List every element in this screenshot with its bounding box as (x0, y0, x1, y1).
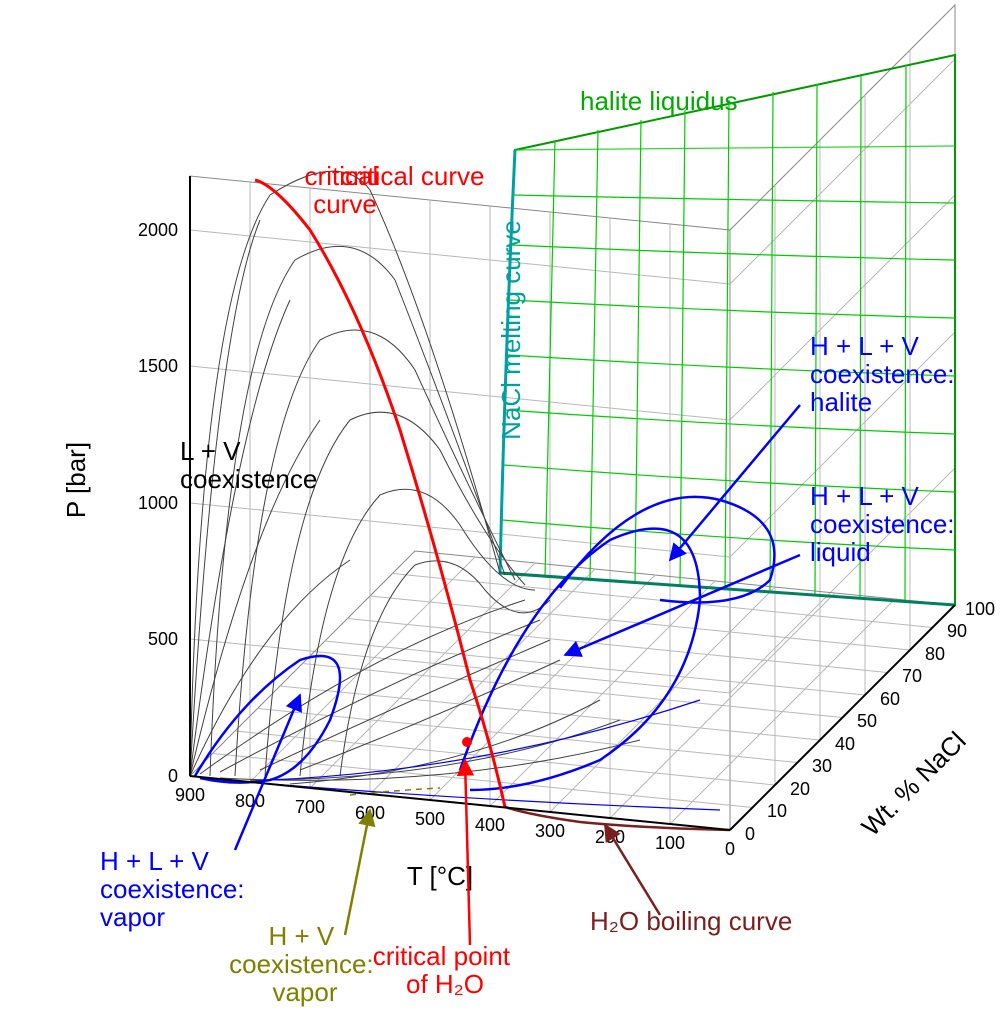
annot-hlv-liquid: H + L + V coexistence: liquid (810, 481, 962, 567)
back-wall-grid (190, 176, 730, 830)
hlv-curves (195, 497, 774, 810)
svg-text:0: 0 (745, 824, 755, 844)
arrow-crit-pt (465, 760, 470, 945)
svg-text:900: 900 (175, 785, 205, 805)
arrow-hlv-vapor (235, 695, 300, 850)
arrow-boiling (605, 825, 660, 915)
nacl-axis-label: Wt. % NaCl (856, 726, 972, 842)
arrow-hlv-halite (670, 405, 800, 560)
svg-text:10: 10 (767, 801, 787, 821)
svg-text:80: 80 (925, 644, 945, 664)
annot-hv-vapor: H + V coexistence: vapor (229, 921, 381, 1007)
annot-crit-pt: critical point of H₂O (373, 941, 518, 999)
svg-text:300: 300 (535, 821, 565, 841)
annot-halite-liquidus: halite liquidus (580, 86, 738, 116)
svg-text:1000: 1000 (138, 493, 178, 513)
svg-text:100: 100 (655, 833, 685, 853)
svg-text:60: 60 (880, 689, 900, 709)
annot-hlv-vapor: H + L + V coexistence: vapor (100, 846, 252, 932)
svg-text:100: 100 (965, 599, 995, 619)
annot-lv-coex: L + V coexistence (180, 436, 317, 494)
svg-text:40: 40 (835, 734, 855, 754)
annot-nacl-melting: NaCl melting curve (496, 220, 526, 440)
svg-text:90: 90 (947, 621, 967, 641)
svg-text:0: 0 (168, 766, 178, 786)
svg-text:50: 50 (857, 711, 877, 731)
svg-text:20: 20 (790, 779, 810, 799)
svg-text:1500: 1500 (138, 356, 178, 376)
t-axis-label: T [°C] (407, 861, 473, 891)
svg-text:800: 800 (235, 791, 265, 811)
right-wall-grid (730, 5, 955, 830)
annot-hlv-halite: H + L + V coexistence: halite (810, 331, 962, 417)
svg-text:500: 500 (415, 809, 445, 829)
p-axis-ticks: 0 500 1000 1500 2000 (138, 220, 178, 786)
svg-text:700: 700 (295, 797, 325, 817)
annot-critical-curve-lines: critical curve (305, 161, 386, 219)
svg-text:400: 400 (475, 815, 505, 835)
annot-boiling: H₂O boiling curve (590, 906, 792, 936)
svg-text:500: 500 (148, 629, 178, 649)
svg-text:70: 70 (902, 666, 922, 686)
svg-text:200: 200 (595, 827, 625, 847)
svg-text:0: 0 (725, 839, 735, 859)
phase-diagram-3d: 0 100 200 300 400 500 600 700 800 900 0 … (0, 0, 1000, 1033)
svg-text:2000: 2000 (138, 220, 178, 240)
svg-text:30: 30 (812, 756, 832, 776)
arrow-hv-vapor (345, 810, 370, 935)
p-axis-label: P [bar] (61, 442, 91, 518)
critical-point-h2o-dot (462, 737, 472, 747)
